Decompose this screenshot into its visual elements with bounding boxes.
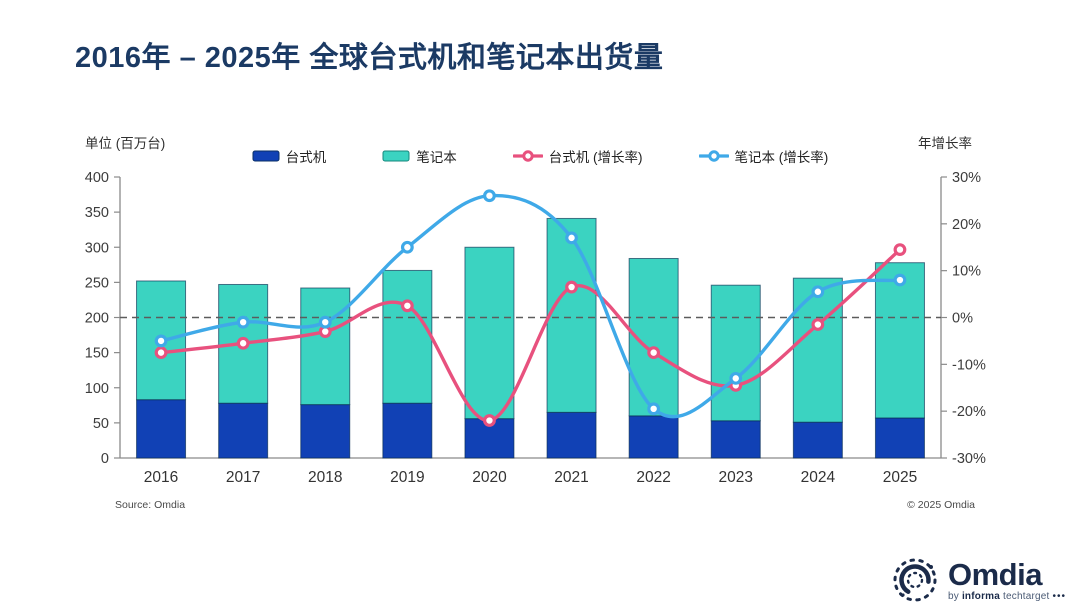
legend-item-0: 台式机 — [252, 146, 327, 166]
omdia-logo-icon — [893, 558, 937, 602]
legend-item-3: 笔记本 (增长率) — [698, 146, 829, 166]
bar-segment-台式机 — [874, 417, 925, 459]
copyright-note: © 2025 Omdia — [907, 499, 975, 511]
right-axis-caption: 年增长率 — [918, 136, 972, 151]
left-tick-label: 250 — [85, 275, 109, 291]
right-tick-label: -20% — [952, 404, 986, 420]
growth-marker-台式机 (增长率) — [483, 414, 496, 427]
bar-segment-笔记本 — [464, 246, 515, 420]
x-axis-label: 2024 — [801, 469, 836, 486]
growth-marker-笔记本 (增长率) — [154, 334, 168, 348]
growth-marker-笔记本 (增长率) — [729, 371, 743, 385]
bar-segment-笔记本 — [710, 284, 761, 422]
bar-segment-台式机 — [710, 420, 761, 459]
omdia-logo-name: Omdia — [948, 556, 1042, 592]
growth-marker-笔记本 (增长率) — [565, 231, 578, 245]
growth-marker-台式机 (增长率) — [565, 280, 578, 294]
legend-label: 笔记本 (增长率) — [734, 150, 829, 165]
legend-label: 台式机 (增长率) — [548, 150, 643, 165]
bar-segment-台式机 — [546, 411, 597, 459]
bar-segment-笔记本 — [546, 217, 597, 413]
bar-segment-台式机 — [628, 415, 679, 459]
logo-dots: ••• — [1052, 590, 1066, 602]
source-note: Source: Omdia — [115, 499, 186, 511]
x-axis-label: 2023 — [719, 469, 753, 486]
right-tick-label: 20% — [952, 217, 981, 233]
left-tick-label: 400 — [85, 170, 109, 186]
left-tick-label: 350 — [85, 205, 109, 221]
omdia-logo-text: Omdia by informa techtarget ••• — [948, 559, 1066, 602]
x-axis-label: 2020 — [472, 469, 507, 486]
legend-line-swatch — [512, 150, 543, 162]
left-tick-label: 0 — [101, 451, 109, 467]
bar-segment-台式机 — [218, 402, 269, 459]
growth-marker-笔记本 (增长率) — [236, 315, 250, 329]
bar-segment-台式机 — [382, 402, 433, 459]
left-tick-label: 50 — [93, 416, 109, 432]
bar-segment-笔记本 — [382, 269, 433, 404]
legend-item-2: 台式机 (增长率) — [512, 146, 643, 166]
bar-segment-台式机 — [300, 404, 351, 459]
bar-segment-笔记本 — [300, 287, 351, 406]
growth-marker-台式机 (增长率) — [154, 346, 168, 360]
growth-marker-笔记本 (增长率) — [893, 273, 907, 287]
legend-bar-swatch — [252, 150, 280, 162]
growth-marker-台式机 (增长率) — [236, 336, 250, 350]
growth-marker-台式机 (增长率) — [647, 346, 661, 360]
left-tick-label: 300 — [85, 240, 109, 256]
bar-segment-台式机 — [136, 399, 187, 459]
growth-marker-台式机 (增长率) — [893, 243, 907, 256]
right-tick-label: 0% — [952, 311, 973, 327]
legend-bar-swatch — [382, 150, 410, 162]
left-tick-label: 150 — [85, 346, 109, 362]
legend-label: 台式机 — [285, 150, 327, 165]
growth-marker-台式机 (增长率) — [811, 318, 825, 331]
legend-line-swatch — [698, 150, 729, 162]
left-tick-label: 200 — [85, 311, 109, 327]
legend-label: 笔记本 — [416, 150, 457, 165]
right-tick-label: -10% — [952, 357, 986, 373]
logo-techtarget: techtarget — [1003, 590, 1050, 602]
x-axis-label: 2022 — [636, 469, 670, 486]
bar-segment-笔记本 — [792, 277, 843, 423]
right-tick-label: -30% — [952, 451, 986, 467]
legend-item-1: 笔记本 — [382, 146, 457, 166]
left-axis-caption: 单位 (百万台) — [85, 136, 166, 151]
x-axis-label: 2017 — [226, 469, 260, 486]
x-axis-label: 2018 — [308, 469, 342, 486]
growth-marker-笔记本 (增长率) — [318, 315, 332, 329]
x-axis-label: 2021 — [554, 469, 588, 486]
growth-marker-笔记本 (增长率) — [811, 285, 825, 299]
growth-marker-笔记本 (增长率) — [483, 189, 496, 203]
bar-segment-笔记本 — [874, 262, 925, 419]
logo-informa: informa — [961, 590, 1001, 602]
chart-legend: 台式机 笔记本 台式机 (增长率) 笔记本 (增长率) — [0, 146, 1080, 166]
x-axis-label: 2019 — [390, 469, 424, 486]
right-tick-label: 30% — [952, 170, 981, 186]
omdia-logo-tagline: by informa techtarget ••• — [948, 590, 1066, 602]
growth-marker-笔记本 (增长率) — [400, 240, 414, 254]
growth-marker-笔记本 (增长率) — [647, 402, 661, 416]
growth-line-台式机 (增长率) — [159, 247, 902, 423]
page-title: 2016年 – 2025年 全球台式机和笔记本出货量 — [75, 42, 664, 74]
omdia-logo: Omdia by informa techtarget ••• — [890, 555, 1066, 605]
x-axis-label: 2025 — [883, 469, 917, 486]
right-tick-label: 10% — [952, 264, 981, 280]
growth-line-笔记本 (增长率) — [159, 193, 902, 419]
left-tick-label: 100 — [85, 381, 109, 397]
growth-marker-台式机 (增长率) — [400, 299, 414, 313]
bar-segment-台式机 — [792, 421, 843, 459]
logo-by: by — [948, 590, 959, 602]
x-axis-label: 2016 — [144, 469, 178, 486]
